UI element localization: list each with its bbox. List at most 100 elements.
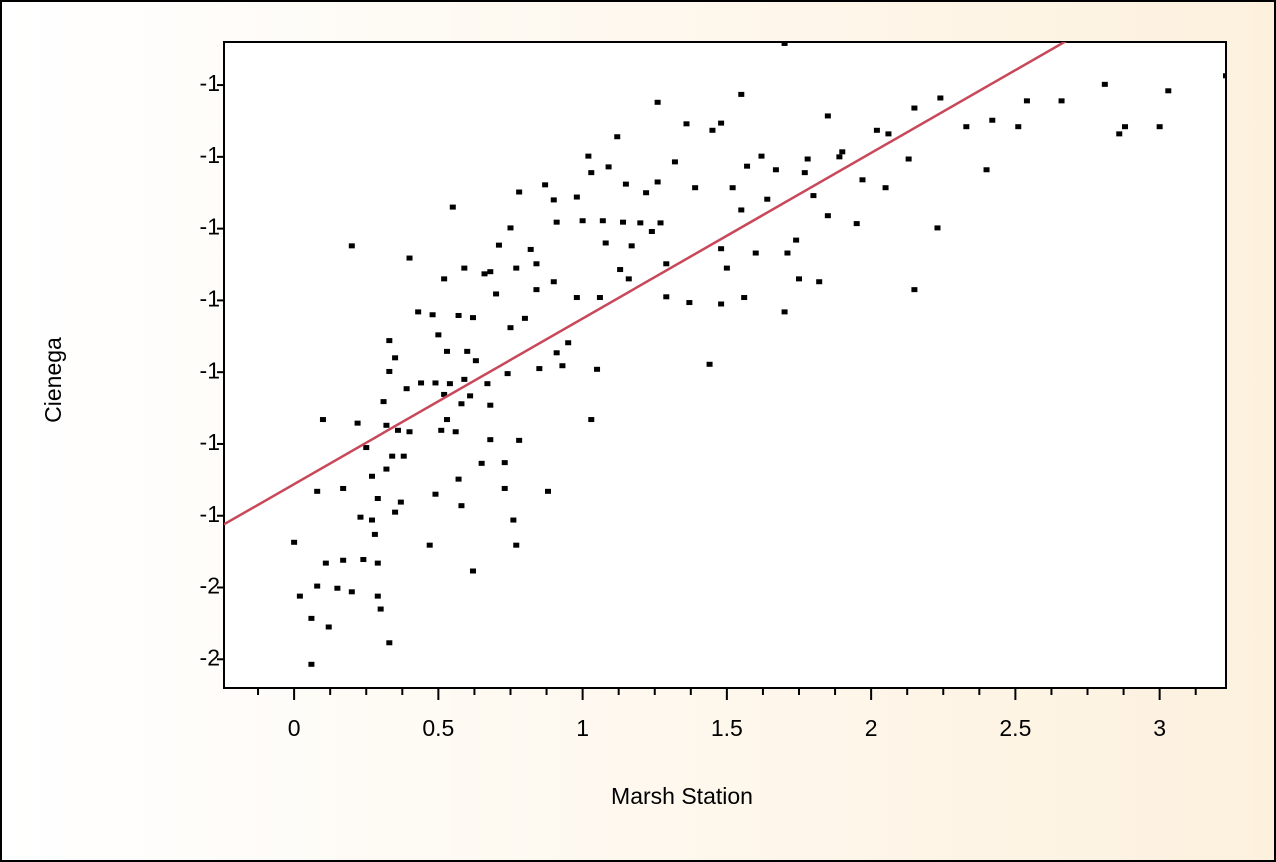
point: [594, 366, 601, 372]
point: [296, 593, 303, 599]
point: [758, 153, 765, 159]
point: [374, 593, 381, 599]
point: [369, 473, 376, 479]
point: [464, 348, 471, 354]
point: [383, 422, 390, 428]
point: [588, 170, 595, 176]
point: [686, 300, 693, 306]
point: [455, 312, 462, 318]
point: [605, 164, 612, 170]
point: [374, 560, 381, 566]
point: [449, 204, 456, 210]
point: [599, 218, 606, 224]
point: [481, 271, 488, 277]
point: [784, 250, 791, 256]
point: [397, 499, 404, 505]
point: [643, 190, 650, 196]
point: [804, 156, 811, 162]
point: [521, 315, 528, 321]
plot-area: [223, 41, 1227, 689]
point: [781, 309, 788, 315]
point: [348, 243, 355, 249]
point: [573, 194, 580, 200]
point: [553, 350, 560, 356]
point: [729, 185, 736, 191]
point: [671, 159, 678, 165]
point: [602, 240, 609, 246]
point: [478, 460, 485, 466]
point: [406, 429, 413, 435]
point: [550, 279, 557, 285]
point: [692, 185, 699, 191]
point: [718, 246, 725, 252]
y-tick-label: -2: [200, 573, 220, 599]
point: [348, 589, 355, 595]
x-axis-label: Marsh Station: [611, 783, 753, 809]
point: [493, 291, 500, 297]
x-tick-label: 0.5: [422, 715, 454, 741]
point: [314, 488, 321, 494]
point: [354, 420, 361, 426]
point: [741, 295, 748, 301]
point: [836, 154, 843, 160]
point: [516, 189, 523, 195]
point: [369, 517, 376, 523]
point: [911, 105, 918, 111]
point: [772, 167, 779, 173]
point: [1015, 124, 1022, 130]
point: [738, 207, 745, 213]
x-tick-label: 1: [576, 715, 589, 741]
point: [533, 261, 540, 267]
x-tick-label: 1.5: [711, 715, 743, 741]
point: [458, 503, 465, 509]
point: [507, 225, 514, 231]
y-tick-label: -1: [200, 70, 220, 96]
point: [654, 179, 661, 185]
point: [513, 542, 520, 548]
point: [392, 509, 399, 515]
x-tick-label: 2.5: [999, 715, 1031, 741]
point: [657, 220, 664, 226]
y-tick-label: -1: [200, 501, 220, 527]
point: [565, 340, 572, 346]
plot-layer: [224, 42, 1226, 667]
point: [383, 466, 390, 472]
point: [340, 485, 347, 491]
point: [796, 276, 803, 282]
point: [432, 491, 439, 497]
point: [484, 381, 491, 387]
point: [314, 583, 321, 589]
point: [824, 213, 831, 219]
point: [1116, 131, 1123, 137]
point: [446, 381, 453, 387]
point: [444, 348, 451, 354]
point: [438, 427, 445, 433]
point: [363, 445, 370, 451]
point: [377, 606, 384, 612]
point: [738, 91, 745, 97]
point: [718, 301, 725, 307]
point: [859, 177, 866, 183]
point: [1165, 88, 1172, 94]
point: [513, 265, 520, 271]
point: [824, 113, 831, 119]
point: [648, 228, 655, 234]
point: [406, 255, 413, 261]
point: [392, 355, 399, 361]
point: [441, 391, 448, 397]
point: [853, 221, 860, 227]
point: [469, 315, 476, 321]
point: [579, 218, 586, 224]
point: [663, 294, 670, 300]
point: [934, 225, 941, 231]
point: [617, 267, 624, 273]
point: [536, 366, 543, 372]
point: [472, 358, 479, 364]
point: [1023, 98, 1030, 104]
point: [718, 120, 725, 126]
point: [625, 276, 632, 282]
point: [963, 124, 970, 130]
point: [781, 42, 788, 46]
y-tick-label: -1: [200, 214, 220, 240]
point: [495, 242, 502, 248]
